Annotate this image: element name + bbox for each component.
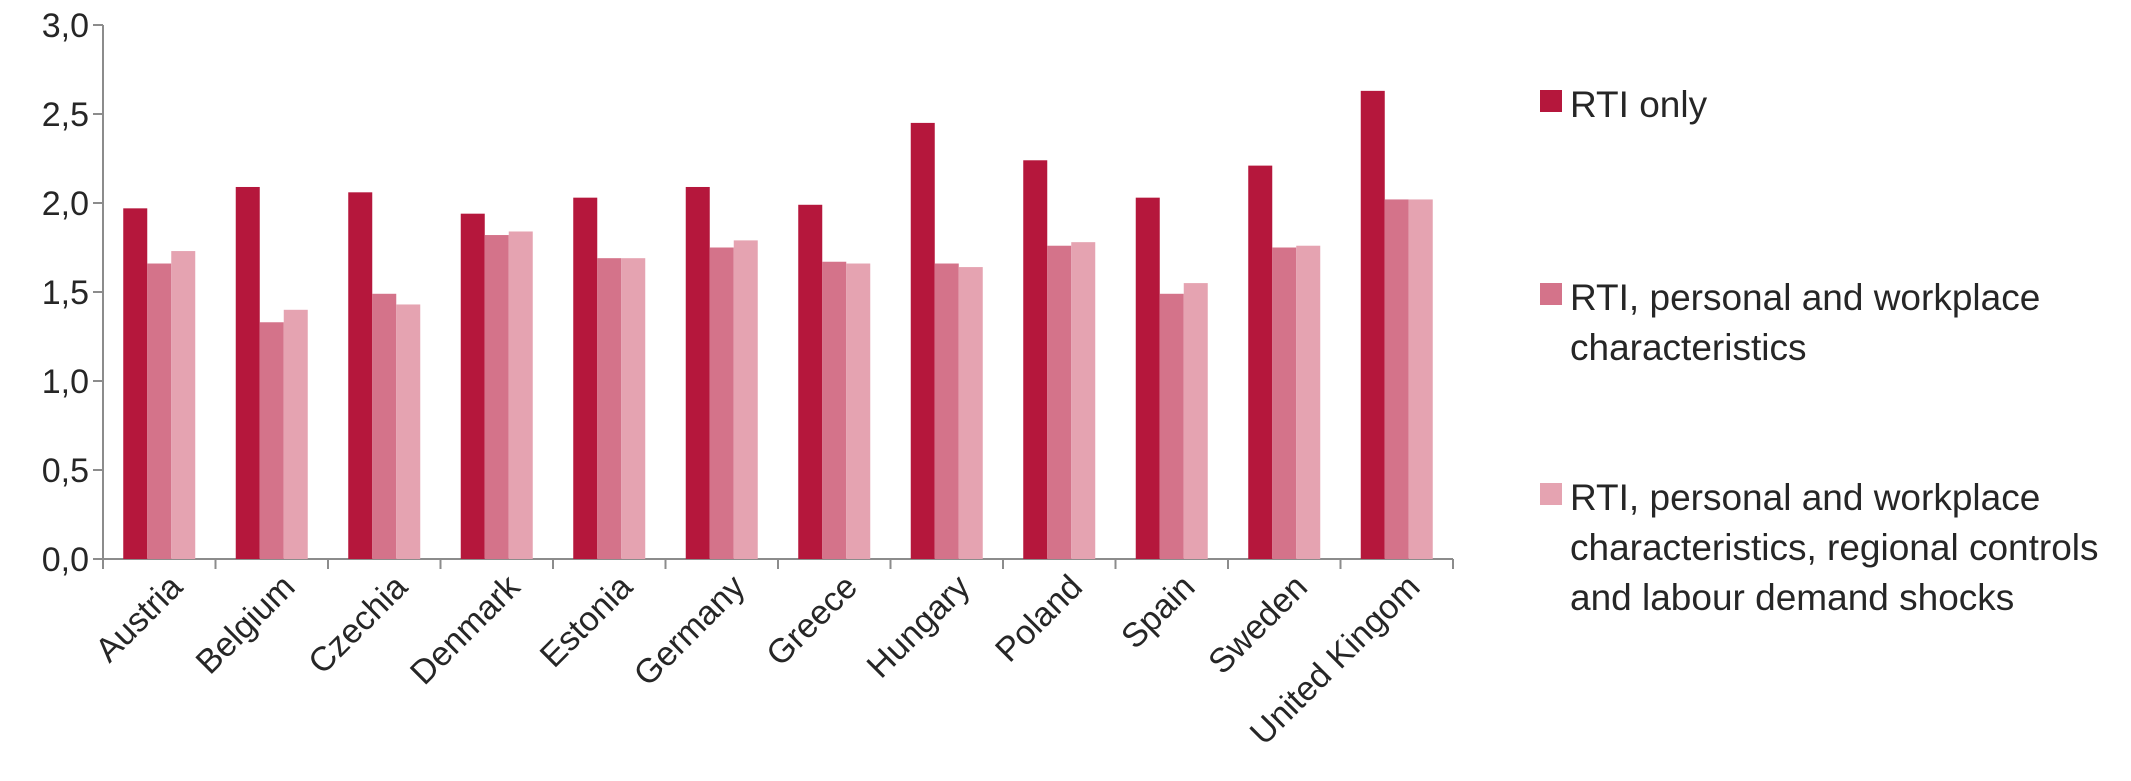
legend-swatch-personal-workplace — [1540, 283, 1562, 305]
legend-label-rti-only: RTI only — [1570, 84, 1708, 125]
bar-estonia-series-1 — [573, 197, 598, 559]
category-label: Hungary — [860, 568, 978, 686]
bar-czechia-series-1 — [348, 192, 373, 559]
bar-series-group — [123, 90, 1433, 560]
bar-belgium-series-2 — [259, 322, 284, 559]
category-label: Poland — [988, 568, 1090, 670]
bar-united-kingom-series-3 — [1408, 199, 1433, 559]
bar-denmark-series-2 — [484, 235, 509, 560]
bar-denmark-series-3 — [508, 231, 533, 560]
category-label: Greece — [759, 568, 865, 674]
bar-greece-series-2 — [822, 261, 847, 559]
bar-united-kingom-series-1 — [1360, 90, 1385, 560]
y-tick-label: 2,5 — [42, 96, 89, 134]
bar-germany-series-2 — [709, 247, 734, 559]
y-tick-label: 0,5 — [42, 452, 89, 490]
bar-austria-series-2 — [147, 263, 172, 559]
bar-belgium-series-3 — [283, 309, 308, 559]
bar-poland-series-2 — [1047, 245, 1072, 559]
bar-united-kingom-series-2 — [1384, 199, 1409, 559]
bar-spain-series-1 — [1135, 197, 1160, 559]
legend-item-personal-workplace: RTI, personal and workplace characterist… — [1540, 273, 2090, 373]
bar-poland-series-3 — [1071, 242, 1096, 559]
bar-spain-series-3 — [1183, 283, 1208, 559]
legend-label-personal-workplace: RTI, personal and workplace characterist… — [1570, 277, 2041, 368]
bar-sweden-series-3 — [1296, 245, 1321, 559]
y-tick-label: 1,0 — [42, 363, 89, 401]
bar-hungary-series-2 — [934, 263, 959, 559]
category-label: Czechia — [301, 568, 415, 682]
x-axis — [102, 558, 1454, 569]
legend-swatch-rti-only — [1540, 90, 1562, 112]
category-label: Denmark — [403, 567, 528, 692]
bar-czechia-series-2 — [372, 293, 397, 559]
bar-hungary-series-3 — [958, 267, 983, 559]
bar-greece-series-3 — [846, 263, 871, 559]
legend-swatch-regional-demand — [1540, 483, 1562, 505]
y-tick-label: 3,0 — [42, 7, 89, 45]
bar-austria-series-3 — [171, 251, 196, 559]
y-tick-label: 0,0 — [42, 541, 89, 579]
legend-item-rti-only: RTI only — [1540, 80, 2090, 130]
bar-austria-series-1 — [123, 208, 148, 559]
bar-sweden-series-2 — [1272, 247, 1297, 559]
bar-germany-series-1 — [685, 186, 710, 560]
y-axis: 0,0 0,5 1,0 1,5 2,0 2,5 3,0 — [42, 7, 104, 579]
bar-germany-series-3 — [733, 240, 758, 559]
legend-item-regional-demand: RTI, personal and workplace characterist… — [1540, 473, 2120, 623]
bar-greece-series-1 — [798, 204, 823, 559]
bar-poland-series-1 — [1023, 160, 1048, 559]
y-tick-label: 1,5 — [42, 274, 89, 312]
category-label: Sweden — [1201, 568, 1315, 682]
category-label: Estonia — [533, 568, 640, 675]
category-label: Spain — [1114, 568, 1202, 656]
bar-belgium-series-1 — [235, 186, 260, 560]
bar-spain-series-2 — [1159, 293, 1184, 559]
bar-estonia-series-3 — [621, 258, 646, 559]
bar-hungary-series-1 — [910, 122, 935, 560]
category-label: Germany — [627, 568, 753, 694]
category-label: Belgium — [189, 568, 303, 682]
y-tick-label: 2,0 — [42, 185, 89, 223]
bar-czechia-series-3 — [396, 304, 421, 559]
bar-estonia-series-2 — [597, 258, 622, 559]
category-label: Austria — [88, 568, 190, 670]
bar-denmark-series-1 — [460, 213, 485, 559]
bar-sweden-series-1 — [1248, 165, 1273, 559]
legend-label-regional-demand: RTI, personal and workplace characterist… — [1570, 477, 2099, 618]
